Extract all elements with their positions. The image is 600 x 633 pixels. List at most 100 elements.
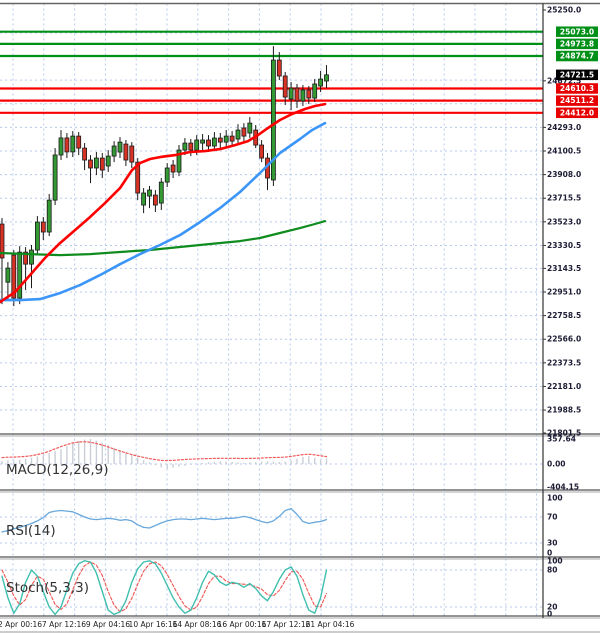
price-tick-label: 21988.5: [547, 406, 581, 415]
rsi-tick-label: 30: [547, 539, 557, 548]
candle-up: [58, 137, 64, 156]
candle-down: [306, 89, 312, 99]
candle-down: [229, 135, 235, 142]
date-label: 17 Apr 12:16: [262, 620, 311, 629]
price-badge-label: 24973.8: [560, 39, 594, 48]
candle-up: [318, 78, 324, 87]
candle-down: [23, 251, 29, 265]
candle-down: [135, 161, 141, 194]
price-tick-label: 22951.0: [547, 288, 581, 297]
price-tick-label: 24293.0: [547, 123, 581, 132]
price-badge-resistance: [556, 26, 598, 37]
ma-slow-line: [0, 220, 327, 257]
candle-up: [247, 122, 253, 134]
candle-down: [276, 59, 282, 77]
stoch-tick-label: 0: [547, 610, 552, 619]
candle-up: [324, 74, 329, 82]
candle-up: [52, 154, 58, 201]
macd-tick-label: 0.00: [547, 460, 566, 469]
rsi-tick-label: 0: [547, 549, 552, 558]
candle-up: [288, 87, 294, 100]
macd-tick-label: 357.64: [547, 435, 576, 444]
candle-up: [176, 149, 182, 173]
price-badge-label: 24874.7: [560, 52, 594, 61]
candle-up: [46, 199, 52, 233]
price-tick-label: 21801.5: [547, 429, 581, 438]
stoch-tick-label: 80: [547, 566, 557, 575]
price-tick-label: 22566.0: [547, 335, 581, 344]
candle-up: [5, 267, 11, 283]
stoch-tick-label: 100: [547, 557, 563, 566]
price-tick-label: 23143.5: [547, 264, 581, 273]
candle-up: [194, 139, 200, 151]
candle-up: [141, 192, 147, 206]
candle-down: [217, 137, 223, 143]
candle-down: [282, 75, 288, 98]
candle-up: [105, 155, 111, 167]
candle-down: [11, 254, 17, 299]
candle-up: [29, 249, 34, 265]
rsi-line: [1, 507, 328, 533]
rsi-tick-label: 100: [547, 494, 563, 503]
candle-down: [0, 223, 5, 259]
ma-mid-line: [0, 121, 327, 302]
candle-up: [235, 129, 241, 140]
rsi-tick-label: 70: [547, 513, 557, 522]
candle-up: [164, 167, 170, 183]
price-badge-resistance: [556, 38, 598, 50]
price-tick-label: 22758.5: [547, 311, 581, 320]
candle-up: [70, 135, 76, 153]
candle-down: [188, 142, 194, 151]
candle-down: [88, 159, 93, 169]
date-label: 21 Apr 04:16: [306, 620, 355, 629]
price-badge-resistance: [556, 50, 598, 62]
price-badge-support: [556, 83, 598, 94]
candle-down: [76, 135, 82, 149]
price-badge-label: 24721.5: [560, 70, 594, 79]
price-tick-label: 25250.0: [547, 6, 581, 15]
candle-down: [170, 164, 176, 173]
date-label: 7 Apr 12:16: [42, 620, 86, 629]
candle-up: [117, 141, 123, 153]
candle-down: [99, 157, 105, 171]
candle-up: [147, 189, 152, 197]
candle-down: [294, 87, 300, 102]
price-badge-label: 24610.3: [560, 84, 594, 93]
price-tick-label: 23715.5: [547, 194, 581, 203]
stoch-panel-label: Stoch(5,3,3): [6, 580, 89, 596]
candle-up: [35, 221, 40, 251]
price-badge-label: 25073.0: [560, 27, 594, 36]
candle-down: [123, 143, 129, 161]
candle-up: [111, 145, 117, 157]
candle-up: [158, 181, 164, 204]
price-tick-label: 24100.5: [547, 147, 581, 156]
candle-up: [17, 251, 23, 299]
macd-panel-label: MACD(12,26,9): [6, 462, 109, 478]
price-tick-label: 24672.5: [547, 76, 581, 85]
stoch-k-line: [1, 560, 328, 616]
candle-down: [241, 127, 247, 137]
price-badge-current: [556, 69, 598, 81]
price-tick-label: 22181.0: [547, 382, 581, 391]
date-label: 2 Apr 00:16: [0, 620, 42, 629]
date-label: 14 Apr 08:16: [173, 620, 222, 629]
macd-tick-label: -404.15: [547, 483, 579, 492]
ma-fast-line: [0, 102, 327, 304]
candle-down: [259, 144, 265, 159]
candle-down: [129, 145, 135, 163]
price-tick-label: 23523.0: [547, 217, 581, 226]
date-label: 9 Apr 04:16: [86, 620, 130, 629]
candle-up: [94, 157, 99, 169]
candle-up: [312, 83, 318, 99]
rsi-panel-label: RSI(14): [6, 523, 56, 539]
candle-up: [300, 89, 306, 102]
date-label: 10 Apr 16:16: [129, 620, 178, 629]
price-tick-label: 23330.5: [547, 241, 581, 250]
candle-down: [82, 147, 87, 161]
candle-down: [40, 221, 46, 233]
candle-up: [211, 137, 217, 147]
